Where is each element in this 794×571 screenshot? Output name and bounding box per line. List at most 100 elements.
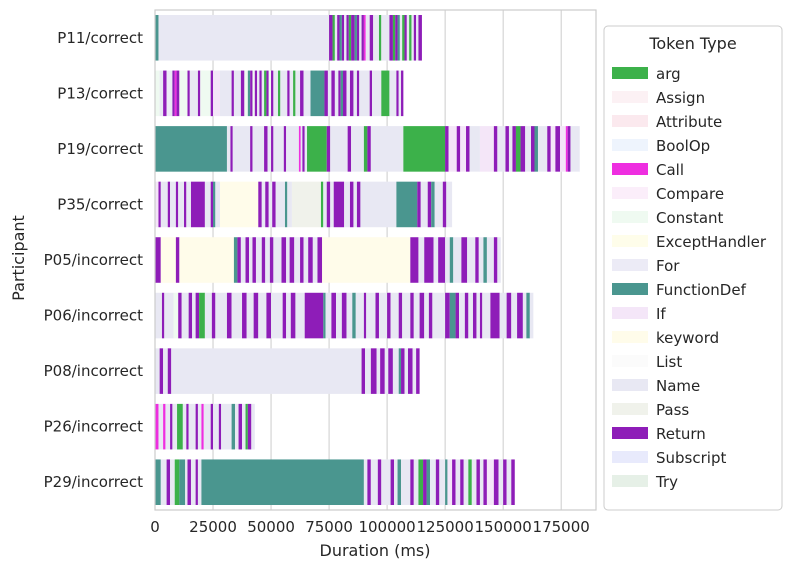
- bar-segment: [178, 292, 182, 339]
- y-tick-label: P26/incorrect: [44, 418, 144, 436]
- legend-swatch: [612, 67, 648, 79]
- bar-segment: [498, 459, 504, 505]
- bar-segment: [179, 459, 186, 505]
- legend-label: For: [656, 257, 680, 275]
- bar-segment: [361, 15, 364, 61]
- bar-segment: [416, 15, 419, 61]
- bar-segment: [295, 292, 305, 339]
- bar-segment: [431, 181, 435, 228]
- bar-segment: [204, 292, 212, 339]
- bar-segment: [479, 292, 483, 339]
- bar-segment: [369, 70, 373, 117]
- bar-segment: [399, 15, 403, 61]
- bar-segment: [418, 237, 425, 283]
- bar-segment: [490, 292, 500, 339]
- bar-segment: [497, 237, 501, 283]
- x-tick-label: 75000: [305, 518, 353, 536]
- bar-segment: [233, 70, 241, 117]
- bar-segment: [287, 181, 292, 228]
- bar-segment: [389, 70, 397, 117]
- bar-segment: [182, 403, 187, 450]
- bar-segment: [418, 15, 422, 61]
- bar-segment: [165, 403, 171, 450]
- bar-segment: [167, 181, 171, 228]
- participant-bar: [155, 348, 420, 394]
- bar-segment: [265, 181, 269, 228]
- bar-segment: [247, 70, 251, 117]
- legend-swatch: [612, 403, 648, 415]
- bar-segment: [432, 292, 446, 339]
- bar-segment: [219, 70, 232, 117]
- bar-segment: [166, 70, 171, 117]
- bar-segment: [537, 126, 548, 172]
- bar-segment: [294, 237, 301, 283]
- bar-segment: [359, 70, 370, 117]
- bar-segment: [438, 237, 446, 283]
- bar-segment: [430, 459, 436, 505]
- bar-segment: [356, 70, 360, 117]
- bar-segment: [402, 15, 405, 61]
- bar-segment: [265, 237, 270, 283]
- bar-segment: [525, 126, 532, 172]
- bar-segment: [351, 15, 355, 61]
- plot-frame: [154, 9, 597, 511]
- bar-segment: [344, 181, 350, 228]
- bar-segment: [466, 126, 470, 172]
- bar-segment: [175, 181, 179, 228]
- bar-segment: [267, 126, 272, 172]
- y-axis-label: Participant: [9, 215, 28, 301]
- bar-segment: [308, 237, 313, 283]
- bar-segment: [338, 70, 341, 117]
- bar-segment: [390, 459, 395, 505]
- bar-segment: [363, 126, 368, 172]
- bar-segment: [199, 292, 205, 339]
- legend-entry: ExceptHandler: [612, 233, 767, 251]
- bar-segment: [331, 292, 337, 339]
- bar-segments: [155, 15, 580, 505]
- bar-segment: [264, 126, 268, 172]
- bar-segment: [300, 70, 304, 117]
- bar-segment: [185, 459, 188, 505]
- bar-segment: [392, 15, 396, 61]
- bar-segment: [453, 237, 462, 283]
- bar-segment: [307, 126, 327, 172]
- bar-segment: [242, 403, 246, 450]
- bar-segment: [310, 70, 325, 117]
- bar-segment: [163, 348, 168, 394]
- x-tick-labels: 0 25000 50000 75000 100000 125000 150000 175000: [150, 518, 590, 536]
- bar-segment: [174, 70, 177, 117]
- bar-segment: [467, 237, 476, 283]
- bar-segment: [221, 403, 232, 450]
- bar-segment: [401, 459, 411, 505]
- bar-segment: [203, 403, 211, 450]
- bar-segment: [251, 403, 255, 450]
- bar-segment: [190, 459, 196, 505]
- bar-segment: [233, 237, 238, 283]
- bar-segment: [215, 181, 220, 228]
- bar-segment: [508, 126, 513, 172]
- bar-segment: [218, 403, 222, 450]
- bar-segment: [428, 292, 433, 339]
- bar-segment: [482, 292, 491, 339]
- bar-segment: [417, 181, 421, 228]
- bar-segment: [426, 459, 431, 505]
- legend-entry: If: [612, 305, 666, 323]
- bar-segment: [410, 237, 419, 283]
- bar-segment: [506, 292, 512, 339]
- bar-segment: [445, 237, 450, 283]
- bar-segment: [503, 459, 507, 505]
- bar-segment: [250, 126, 253, 172]
- bar-segment: [329, 15, 333, 61]
- y-tick-label: P29/incorrect: [44, 473, 144, 491]
- bar-segment: [177, 403, 183, 450]
- bar-segment: [312, 237, 318, 283]
- bar-segment: [304, 126, 308, 172]
- x-tick-label: 50000: [247, 518, 295, 536]
- y-tick-label: P11/correct: [57, 29, 143, 47]
- bar-segment: [317, 237, 323, 283]
- legend-entry: For: [612, 257, 680, 275]
- legend-label: Try: [655, 473, 678, 491]
- bar-segment: [452, 459, 456, 505]
- bar-segment: [210, 181, 214, 228]
- bar-segment: [266, 292, 272, 339]
